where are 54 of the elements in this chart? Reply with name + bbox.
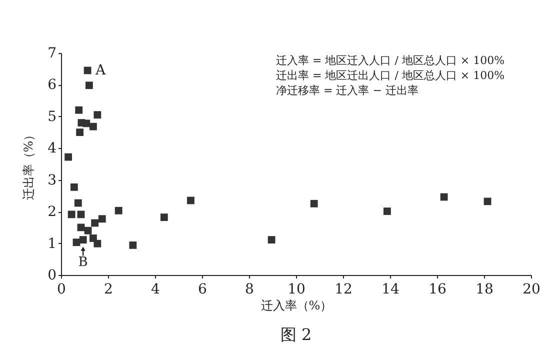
point: [72, 238, 80, 246]
point: [77, 224, 85, 232]
y-tick-label: 1: [48, 236, 56, 252]
point: [91, 219, 99, 227]
point: [98, 215, 106, 223]
point: [77, 210, 85, 218]
point: [94, 240, 102, 248]
point: [187, 196, 194, 204]
point: [70, 183, 78, 191]
annotation: 净迁移率 = 迁入率 − 迁出率: [276, 84, 418, 97]
x-tick-label: 16: [428, 282, 446, 298]
x-tick-label: 2: [104, 282, 113, 298]
y-tick-label: 0: [48, 268, 56, 284]
y-tick-label: 4: [48, 140, 57, 157]
x-tick-label: 12: [334, 282, 352, 298]
x-axis-title: 迁入率（%）: [260, 298, 332, 312]
point: [114, 206, 122, 214]
x-tick-label: 4: [151, 282, 160, 298]
point: [75, 106, 83, 114]
x-tick-label: 8: [245, 282, 254, 298]
point: [160, 214, 168, 221]
annotation: B: [78, 254, 88, 270]
y-tick-label: 3: [48, 172, 56, 188]
point: [268, 236, 276, 244]
annotation: 迁出率 = 地区迁出人口 / 地区总人口 × 100%: [276, 69, 505, 82]
point: [79, 236, 87, 244]
point: [129, 241, 137, 249]
point: [484, 198, 492, 206]
y-tick-label: 6: [48, 77, 57, 94]
point: [76, 128, 84, 136]
point: [85, 82, 93, 90]
x-tick-label: 10: [288, 282, 306, 298]
point: [82, 120, 90, 128]
point: [89, 122, 97, 130]
x-tick-label: 14: [382, 282, 400, 298]
annotation: A: [94, 62, 107, 78]
point: [383, 208, 391, 215]
point: [440, 193, 448, 201]
x-tick-label: 20: [522, 282, 540, 298]
point: [64, 153, 72, 161]
point: [94, 111, 102, 119]
y-tick-label: 2: [48, 204, 56, 220]
annotation: 迁入率 = 地区迁入人口 / 地区总人口 × 100%: [276, 54, 505, 67]
y-tick-label: 5: [48, 108, 56, 125]
point: [74, 199, 82, 207]
y-tick-label: 7: [48, 46, 56, 62]
point: [84, 66, 92, 74]
x-tick-label: 6: [198, 282, 208, 298]
point: [310, 200, 318, 208]
x-tick-label: 18: [476, 282, 494, 298]
point: [84, 226, 92, 234]
point: [68, 210, 76, 218]
y-axis-title: 迁出率（%）: [22, 128, 36, 200]
text: 图 2: [280, 325, 312, 344]
